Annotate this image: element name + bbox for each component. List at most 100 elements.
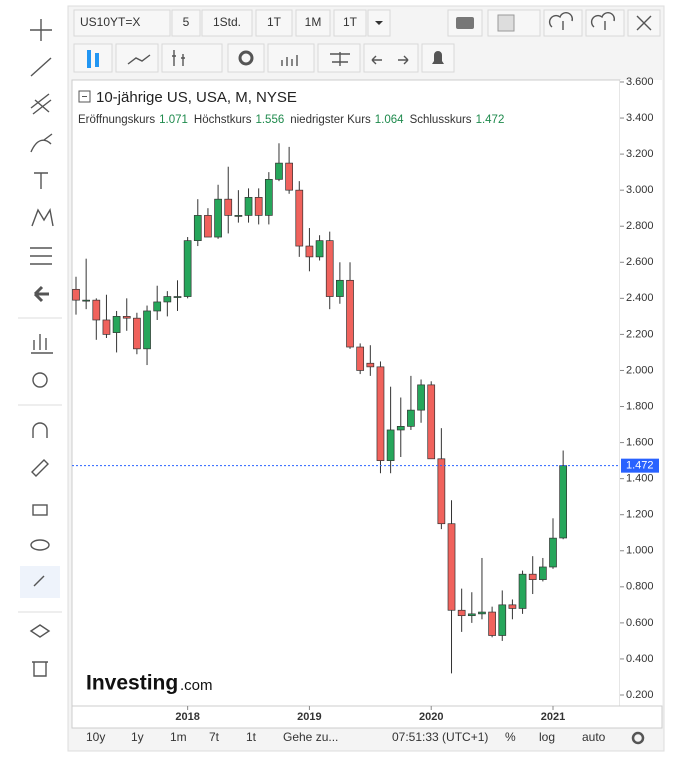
fib-icon[interactable] bbox=[30, 93, 52, 115]
area-btn[interactable] bbox=[115, 43, 159, 73]
symbol-box[interactable] bbox=[73, 9, 171, 37]
alert-icon bbox=[432, 51, 444, 64]
crosshair-icon[interactable] bbox=[30, 19, 52, 41]
prediction-icon[interactable] bbox=[30, 247, 52, 265]
text-icon[interactable] bbox=[34, 172, 48, 189]
candle-body bbox=[285, 162, 293, 191]
candle-body bbox=[122, 316, 131, 319]
settings-icon bbox=[238, 50, 254, 66]
y-tick-label: 2.200 bbox=[626, 328, 654, 340]
legend-label: Eröffnungskurs bbox=[78, 114, 155, 126]
timeframe-label[interactable]: 5 bbox=[183, 15, 190, 29]
x-tick-label: 2019 bbox=[297, 711, 321, 723]
y-tick-label: 1.200 bbox=[626, 509, 654, 521]
plot: 3.600 3.400 3.200 3.000 2.800 2.600 2.400 2.200… bbox=[72, 76, 659, 723]
goto[interactable]: Gehe zu... bbox=[283, 730, 338, 744]
timeframe-label[interactable]: 1T bbox=[267, 15, 282, 29]
timeframe-btn[interactable] bbox=[295, 9, 331, 37]
candle-body bbox=[457, 609, 466, 617]
y-tick-label: 0.800 bbox=[626, 581, 654, 593]
candles-btn[interactable] bbox=[73, 43, 113, 73]
candle-body bbox=[224, 198, 233, 216]
lock-draw-icon[interactable] bbox=[31, 459, 49, 477]
pattern-icon[interactable] bbox=[31, 208, 54, 227]
left-toolbar bbox=[18, 19, 62, 677]
candle-body bbox=[488, 611, 496, 636]
candle-body bbox=[407, 409, 415, 427]
y-tick-label: 0.200 bbox=[626, 689, 654, 701]
active-tool-bg bbox=[20, 566, 60, 598]
bars-btn[interactable] bbox=[161, 43, 223, 73]
plot-area bbox=[71, 79, 621, 707]
candle-body bbox=[447, 523, 456, 611]
range-btn[interactable]: 10y bbox=[86, 730, 105, 744]
chart-title: 10-jährige US, USA, M, NYSE bbox=[96, 89, 297, 106]
settings-btn[interactable] bbox=[227, 43, 265, 73]
timeframe-label[interactable]: 1M bbox=[305, 15, 322, 29]
timeframe-btn[interactable] bbox=[201, 9, 253, 37]
brush-icon[interactable] bbox=[30, 133, 53, 153]
camera-icon bbox=[456, 17, 474, 29]
timeframe-btn[interactable] bbox=[255, 9, 293, 37]
x-tick-label: 2018 bbox=[175, 711, 199, 723]
undo-icon bbox=[371, 55, 409, 65]
magnet-icon[interactable] bbox=[32, 422, 48, 438]
trash-icon[interactable] bbox=[32, 661, 48, 677]
candle-body bbox=[214, 198, 222, 238]
timeframe-label[interactable]: 1Std. bbox=[213, 15, 241, 29]
y-tick-label: 2.000 bbox=[626, 364, 654, 376]
fullscreen-icon bbox=[636, 15, 652, 31]
y-tick-label: 0.400 bbox=[626, 653, 654, 665]
scale-option[interactable]: auto bbox=[582, 730, 606, 744]
x-axis-area bbox=[71, 705, 663, 729]
candle-body bbox=[133, 317, 141, 350]
candle-body bbox=[498, 604, 507, 636]
y-axis-area bbox=[620, 80, 662, 706]
candle-body bbox=[417, 384, 425, 411]
candle-body bbox=[549, 537, 557, 568]
measure-icon[interactable] bbox=[31, 334, 53, 354]
eye-icon[interactable] bbox=[30, 539, 50, 551]
unlock-icon[interactable] bbox=[32, 504, 48, 516]
range-btn[interactable]: 1m bbox=[170, 730, 187, 744]
legend-label: Schlusskurs bbox=[410, 114, 472, 126]
color-btn[interactable] bbox=[487, 9, 541, 37]
candle-body bbox=[467, 613, 476, 617]
range-btn[interactable]: 7t bbox=[209, 730, 220, 744]
range-btn[interactable]: 1y bbox=[131, 730, 144, 744]
price-label: 1.472 bbox=[626, 460, 654, 472]
link-icon[interactable] bbox=[33, 575, 45, 587]
price-label-bg bbox=[621, 458, 659, 473]
candle-body bbox=[193, 215, 202, 241]
line-icon[interactable] bbox=[30, 57, 52, 77]
indicators-btn[interactable] bbox=[267, 43, 315, 73]
timeframe-btn[interactable] bbox=[333, 9, 367, 37]
undo-btn[interactable] bbox=[363, 43, 419, 73]
candle-body bbox=[143, 310, 151, 350]
bottom-bar: 07:51:33 (UTC+1) Gehe zu... 10y 1y 1m 7t 1t%… bbox=[86, 730, 645, 745]
range-btn[interactable]: 1t bbox=[246, 730, 257, 744]
candle-body bbox=[559, 465, 568, 539]
candle-body bbox=[305, 245, 314, 258]
scale-option[interactable]: % bbox=[505, 730, 516, 744]
legend-label: niedrigster Kurs bbox=[290, 114, 371, 126]
compare-btn[interactable] bbox=[317, 43, 361, 73]
scale-option[interactable]: log bbox=[539, 730, 555, 744]
y-tick-label: 3.400 bbox=[626, 112, 654, 124]
zoom-icon[interactable] bbox=[32, 372, 48, 388]
timeframe-label[interactable]: 1T bbox=[343, 15, 358, 29]
candle-body bbox=[539, 566, 547, 580]
timeframe-btn[interactable] bbox=[171, 9, 201, 37]
candle-body bbox=[92, 299, 101, 321]
top-toolbar: US10YT=X 5 1Std. 1T 1M 1T bbox=[73, 9, 661, 73]
layers-icon[interactable] bbox=[29, 624, 51, 638]
legend-value: 1.071 bbox=[159, 114, 188, 126]
candle-body bbox=[336, 279, 344, 297]
back-icon[interactable] bbox=[33, 285, 49, 303]
settings-icon[interactable] bbox=[631, 731, 645, 745]
candle-body bbox=[528, 573, 537, 580]
y-tick-label: 3.000 bbox=[626, 184, 654, 196]
y-tick-label: 1.600 bbox=[626, 436, 654, 448]
candle-body bbox=[72, 288, 80, 301]
